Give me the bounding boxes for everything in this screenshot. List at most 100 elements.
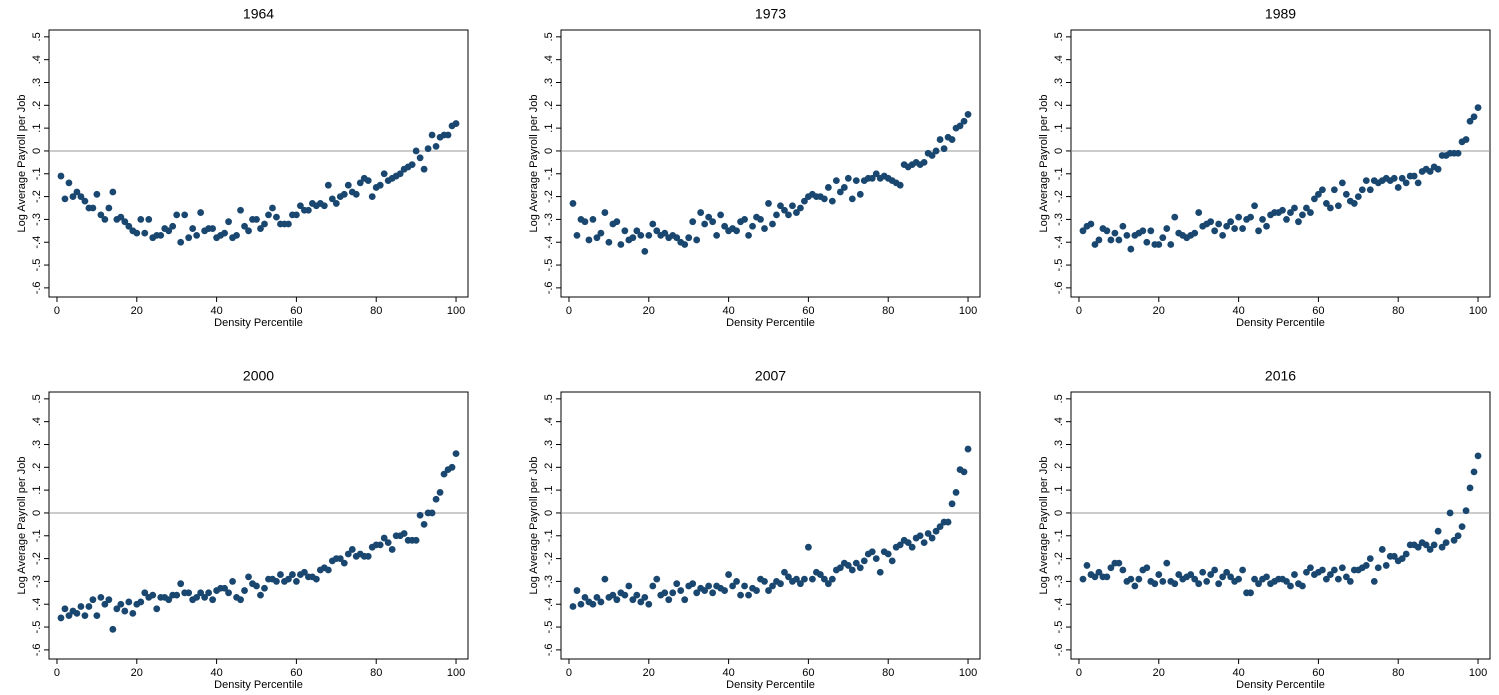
- data-point: [273, 213, 280, 221]
- data-point: [888, 557, 896, 565]
- x-tick-label: 80: [370, 667, 382, 679]
- y-tick-label: .2: [1053, 101, 1065, 110]
- data-point: [424, 145, 432, 153]
- data-point: [777, 580, 784, 588]
- y-tick-label: -.2: [1053, 552, 1065, 565]
- data-point: [125, 598, 133, 606]
- data-point: [836, 188, 844, 196]
- data-point: [816, 571, 824, 578]
- data-point: [320, 202, 328, 210]
- data-point: [1470, 468, 1478, 476]
- data-point: [432, 495, 440, 503]
- data-point: [1227, 573, 1235, 581]
- data-point: [129, 609, 137, 617]
- data-point: [749, 222, 756, 230]
- data-point: [932, 527, 940, 535]
- data-point: [725, 571, 732, 578]
- data-point: [205, 589, 213, 597]
- y-tick-label: .1: [543, 124, 555, 133]
- data-point: [133, 229, 141, 237]
- data-point: [948, 136, 956, 143]
- data-point: [904, 539, 912, 547]
- x-tick-label: 40: [1232, 667, 1244, 679]
- data-point: [709, 589, 717, 597]
- data-point: [1103, 227, 1111, 235]
- data-point: [436, 489, 444, 496]
- data-point: [1087, 220, 1095, 228]
- data-point: [836, 564, 844, 572]
- data-point: [1311, 195, 1318, 203]
- data-point: [1319, 186, 1326, 194]
- data-point: [344, 181, 352, 189]
- data-point: [1334, 575, 1342, 583]
- y-tick-label: -.6: [31, 643, 43, 656]
- data-point: [797, 580, 804, 588]
- data-point: [69, 193, 77, 200]
- data-point: [649, 220, 657, 228]
- data-point: [1279, 206, 1286, 214]
- data-point: [1362, 562, 1370, 569]
- panel-title: 2000: [243, 368, 274, 384]
- data-point: [121, 218, 129, 226]
- data-point: [681, 596, 689, 604]
- data-point: [1358, 186, 1366, 194]
- data-point: [380, 170, 388, 178]
- x-tick-label: 40: [210, 667, 222, 679]
- x-tick-label: 20: [131, 305, 143, 317]
- y-tick-label: .4: [1053, 55, 1065, 64]
- data-point: [1474, 104, 1482, 111]
- data-point: [89, 596, 97, 604]
- data-point: [261, 220, 268, 228]
- data-point: [745, 591, 752, 599]
- data-point: [1191, 229, 1199, 237]
- plot-frame: [1070, 391, 1491, 660]
- y-axis-label: Log Average Payroll per Job: [16, 95, 28, 233]
- data-point: [665, 596, 673, 604]
- x-tick-label: 100: [447, 305, 465, 317]
- x-tick-label: 0: [1076, 667, 1082, 679]
- data-point: [1215, 580, 1223, 588]
- data-point: [368, 193, 376, 200]
- y-axis-label: Log Average Payroll per Job: [528, 95, 540, 233]
- data-point: [113, 605, 121, 613]
- data-point: [1362, 177, 1370, 185]
- data-point: [797, 204, 804, 212]
- data-point: [1454, 149, 1462, 157]
- data-point: [601, 209, 609, 216]
- data-point: [1219, 573, 1227, 581]
- data-point: [1095, 236, 1103, 244]
- data-point: [181, 211, 189, 219]
- data-point: [629, 234, 637, 242]
- data-point: [964, 111, 972, 118]
- plot-frame: [560, 29, 981, 298]
- data-point: [1366, 555, 1374, 562]
- data-point: [388, 546, 396, 553]
- y-tick-label: .3: [31, 78, 43, 87]
- y-tick-label: -.5: [1053, 259, 1065, 272]
- data-point: [412, 536, 420, 544]
- y-tick-label: .5: [1053, 32, 1065, 41]
- plot-frame: [1070, 29, 1491, 298]
- x-tick-label: 60: [290, 667, 302, 679]
- data-point: [1123, 231, 1131, 239]
- data-point: [245, 573, 252, 581]
- data-point: [61, 195, 69, 203]
- data-point: [669, 589, 677, 597]
- data-point: [141, 589, 149, 597]
- data-point: [577, 600, 585, 608]
- data-point: [757, 216, 764, 223]
- y-tick-label: .5: [31, 32, 43, 41]
- data-point: [253, 582, 260, 590]
- data-point: [793, 575, 800, 583]
- data-point: [1239, 566, 1246, 574]
- y-tick-label: -.2: [31, 190, 43, 203]
- data-point: [1195, 580, 1203, 588]
- data-point: [1338, 564, 1346, 572]
- data-point: [261, 584, 268, 592]
- data-point: [448, 463, 456, 471]
- data-point: [428, 131, 436, 139]
- data-point: [173, 591, 181, 599]
- data-point: [93, 612, 101, 620]
- x-tick-label: 100: [959, 305, 977, 317]
- data-point: [105, 204, 113, 212]
